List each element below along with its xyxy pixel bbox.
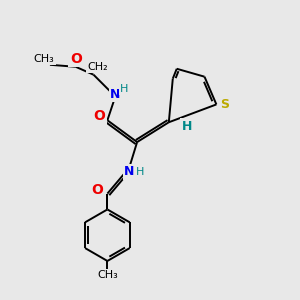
Text: S: S (220, 98, 229, 111)
Text: N: N (110, 88, 121, 101)
Text: H: H (136, 167, 144, 177)
Text: CH₃: CH₃ (97, 270, 118, 280)
Text: O: O (94, 109, 105, 123)
Text: O: O (92, 183, 104, 196)
Text: N: N (124, 165, 134, 178)
Text: O: O (70, 52, 82, 66)
Text: CH₂: CH₂ (87, 62, 108, 72)
Text: H: H (120, 84, 128, 94)
Text: CH₃: CH₃ (34, 54, 54, 64)
Text: H: H (182, 120, 192, 133)
